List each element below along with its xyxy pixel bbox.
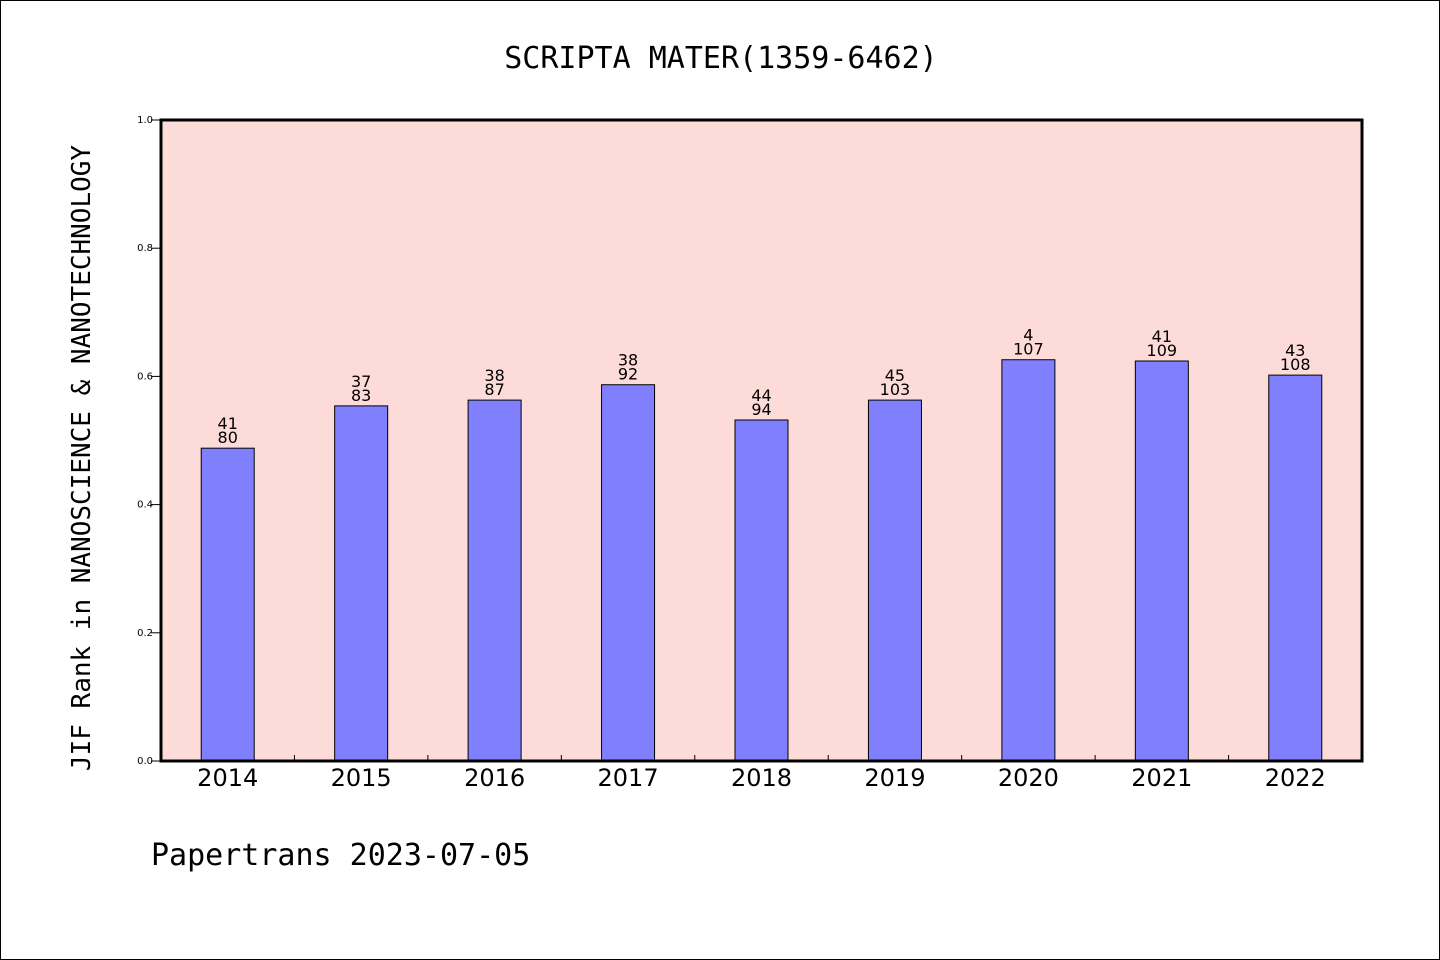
chart-title: SCRIPTA MATER(1359-6462) [504,41,937,76]
bar-rank-label: 41 [1152,327,1172,346]
bar-2015 [334,405,389,762]
y-tick-label: 0.6 [137,371,153,382]
bar-total-label: 83 [351,386,371,405]
y-tick-label: 0.0 [137,756,153,767]
x-tick-label: 2019 [864,764,925,792]
bar-total-label: 107 [1013,340,1044,359]
y-ticks: 0.0 0.2 0.4 0.6 0.8 1.0 [137,115,161,767]
y-axis-label: JIF Rank in NANOSCIENCE & NANOTECHNOLOGY [67,145,97,771]
x-tick-label: 2018 [731,764,792,792]
bars [200,359,1323,762]
x-ticks: 2014 2015 2016 2017 2018 2019 2020 2021 2022 [197,755,1326,792]
footer-source-date: Papertrans 2023-07-05 [151,838,530,873]
x-tick-label: 2021 [1131,764,1192,792]
bar-rank-label: 37 [351,372,371,391]
x-tick-label: 2020 [998,764,1059,792]
bar-rank-label: 38 [618,351,638,370]
bar-total-label: 108 [1280,355,1311,374]
bar-2014 [200,447,255,762]
plot-border [159,118,1364,763]
y-tick-label: 1.0 [137,115,153,126]
x-tick-label: 2022 [1265,764,1326,792]
bar-2016 [467,399,522,762]
x-tick-label: 2017 [598,764,659,792]
bar-total-label: 94 [751,400,771,419]
bar-2019 [867,399,922,762]
bar-total-label: 87 [484,380,504,399]
y-tick-label: 0.2 [137,628,153,639]
bar-2022 [1268,374,1323,762]
bar-total-label: 92 [618,365,638,384]
y-tick-label: 0.4 [137,500,153,511]
bar-rank-label: 38 [484,366,504,385]
y-tick-label: 0.8 [137,243,153,254]
bar-2017 [601,384,656,762]
x-tick-label: 2014 [197,764,258,792]
bar-total-label: 109 [1147,341,1178,360]
x-tick-label: 2016 [464,764,525,792]
bar-2020 [1001,359,1056,762]
bar-rank-label: 4 [1023,326,1033,345]
bar-2018 [734,419,789,762]
bar-2021 [1134,360,1189,762]
bar-rank-label: 45 [885,366,905,385]
bar-rank-label: 43 [1285,341,1305,360]
bar-rank-label: 44 [751,386,771,405]
bar-total-label: 80 [218,428,238,447]
bar-rank-label: 41 [218,414,238,433]
x-tick-label: 2015 [331,764,392,792]
bar-total-label: 103 [880,380,911,399]
